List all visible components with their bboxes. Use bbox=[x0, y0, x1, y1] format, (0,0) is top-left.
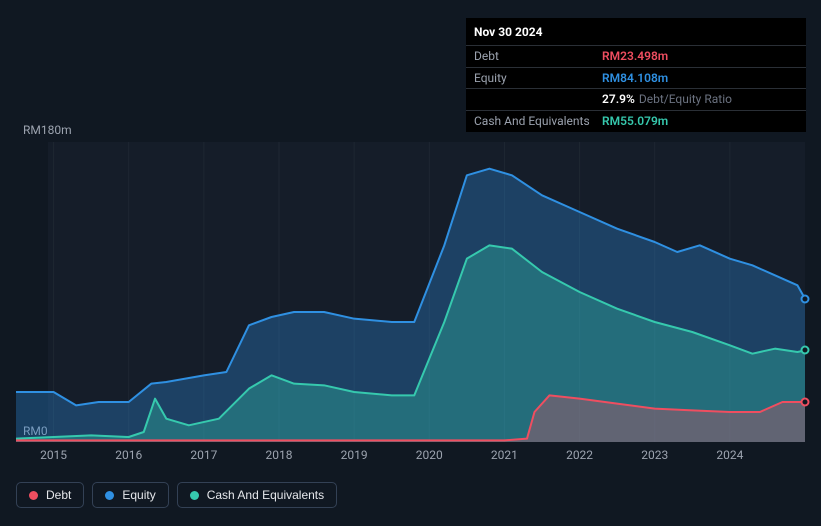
tooltip-row: 27.9%Debt/Equity Ratio bbox=[466, 88, 806, 110]
legend-label: Cash And Equivalents bbox=[207, 488, 324, 502]
legend-item[interactable]: Equity bbox=[92, 482, 168, 508]
tooltip-row-label: Debt bbox=[474, 48, 602, 65]
tooltip-row: Cash And EquivalentsRM55.079m bbox=[466, 110, 806, 132]
series-endpoint-marker bbox=[801, 294, 810, 303]
tooltip-row-value: RM23.498m bbox=[602, 48, 798, 65]
series-endpoint-marker bbox=[801, 398, 810, 407]
x-axis-tick-label: 2020 bbox=[416, 448, 443, 462]
legend-item[interactable]: Debt bbox=[16, 482, 84, 508]
x-axis-tick-label: 2021 bbox=[491, 448, 518, 462]
y-axis-max-label: RM180m bbox=[23, 123, 72, 137]
x-axis-tick-label: 2023 bbox=[641, 448, 668, 462]
tooltip-row-value: 27.9%Debt/Equity Ratio bbox=[602, 91, 798, 108]
legend-dot-icon bbox=[105, 491, 114, 500]
x-axis-tick-label: 2018 bbox=[266, 448, 293, 462]
tooltip-row-value: RM84.108m bbox=[602, 70, 798, 87]
tooltip-row-label: Cash And Equivalents bbox=[474, 113, 602, 130]
tooltip-row-label: Equity bbox=[474, 70, 602, 87]
tooltip-row-value: RM55.079m bbox=[602, 113, 798, 130]
x-axis-tick-label: 2017 bbox=[190, 448, 217, 462]
series-endpoint-marker bbox=[801, 346, 810, 355]
legend-item[interactable]: Cash And Equivalents bbox=[177, 482, 337, 508]
chart-tooltip: Nov 30 2024 DebtRM23.498mEquityRM84.108m… bbox=[466, 18, 806, 132]
x-axis-labels: 2015 2016 2017 2018 2019 2020 2021 2022 2023 2024 bbox=[16, 448, 805, 464]
tooltip-row: DebtRM23.498m bbox=[466, 45, 806, 67]
legend-dot-icon bbox=[29, 491, 38, 500]
tooltip-row: EquityRM84.108m bbox=[466, 67, 806, 89]
x-axis-tick-label: 2024 bbox=[716, 448, 743, 462]
tooltip-row-suffix: Debt/Equity Ratio bbox=[639, 92, 732, 106]
tooltip-date: Nov 30 2024 bbox=[466, 18, 806, 45]
x-axis-tick-label: 2019 bbox=[341, 448, 368, 462]
x-axis-tick-label: 2015 bbox=[40, 448, 67, 462]
legend-label: Equity bbox=[122, 488, 155, 502]
x-axis-tick-label: 2016 bbox=[115, 448, 142, 462]
tooltip-row-label bbox=[474, 91, 602, 108]
legend-dot-icon bbox=[190, 491, 199, 500]
chart-plot-area[interactable] bbox=[16, 142, 805, 442]
legend-label: Debt bbox=[46, 488, 71, 502]
chart-legend: Debt Equity Cash And Equivalents bbox=[16, 482, 337, 508]
x-axis-tick-label: 2022 bbox=[566, 448, 593, 462]
